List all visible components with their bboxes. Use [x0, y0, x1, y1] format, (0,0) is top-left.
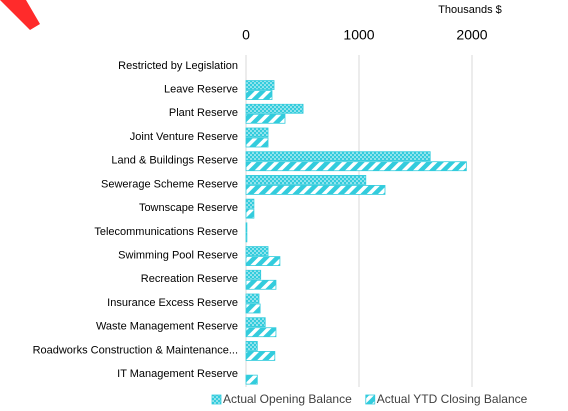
bar — [245, 222, 248, 233]
bar — [245, 232, 248, 243]
bar — [245, 80, 275, 90]
y-tick-label: IT Management Reserve — [117, 368, 238, 380]
bar — [245, 269, 262, 280]
axis-label: Thousands $ — [438, 4, 502, 16]
bar — [245, 327, 277, 338]
y-tick-label: Waste Management Reserve — [96, 321, 238, 333]
bar — [245, 374, 258, 385]
bar — [245, 293, 260, 304]
y-tick-label: Plant Reserve — [169, 107, 238, 119]
y-tick-label: Swimming Pool Reserve — [118, 249, 238, 261]
bar — [245, 185, 386, 195]
corner-marker — [0, 0, 40, 30]
x-tick-label: 0 — [242, 27, 250, 43]
y-tick-label: Telecommunications Reserve — [94, 226, 238, 238]
bar — [245, 256, 281, 266]
y-tick-label: Land & Buildings Reserve — [111, 155, 238, 167]
bar — [245, 341, 258, 351]
bar — [245, 351, 276, 361]
y-tick-label: Leave Reserve — [164, 83, 238, 95]
bar — [245, 113, 286, 124]
legend-label: Actual YTD Closing Balance — [377, 392, 528, 406]
legend-label: Actual Opening Balance — [223, 392, 352, 406]
y-tick-label: Recreation Reserve — [141, 273, 238, 285]
x-tick-label: 2000 — [456, 27, 487, 43]
bar — [245, 137, 269, 148]
bar — [245, 246, 269, 256]
x-tick-label: 1000 — [343, 27, 374, 43]
bar — [245, 303, 261, 314]
y-tick-label: Joint Venture Reserve — [130, 131, 238, 143]
bar — [245, 198, 255, 209]
bar — [245, 127, 269, 138]
y-tick-label: Townscape Reserve — [139, 202, 238, 214]
legend-swatch — [365, 394, 376, 405]
bar — [245, 279, 277, 290]
y-tick-label: Roadworks Construction & Maintenance... — [33, 344, 238, 356]
bar — [245, 151, 431, 162]
legend-swatch — [211, 394, 222, 405]
bar — [245, 317, 266, 328]
y-tick-label: Sewerage Scheme Reserve — [101, 178, 238, 190]
bar — [245, 175, 367, 185]
y-tick-label: Restricted by Legislation — [118, 60, 238, 72]
bar — [245, 103, 304, 114]
legend: Actual Opening Balance Actual YTD Closing… — [211, 392, 528, 406]
bar — [245, 161, 467, 172]
y-tick-label: Insurance Excess Reserve — [107, 297, 238, 309]
bar — [245, 208, 255, 219]
bar — [245, 90, 273, 100]
